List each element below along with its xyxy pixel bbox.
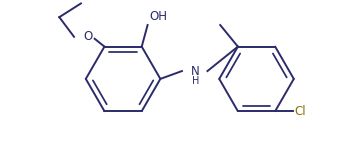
- Text: H: H: [192, 76, 199, 86]
- Text: Cl: Cl: [295, 105, 306, 118]
- Text: O: O: [83, 30, 92, 43]
- Text: OH: OH: [150, 10, 168, 23]
- Text: N: N: [191, 65, 200, 78]
